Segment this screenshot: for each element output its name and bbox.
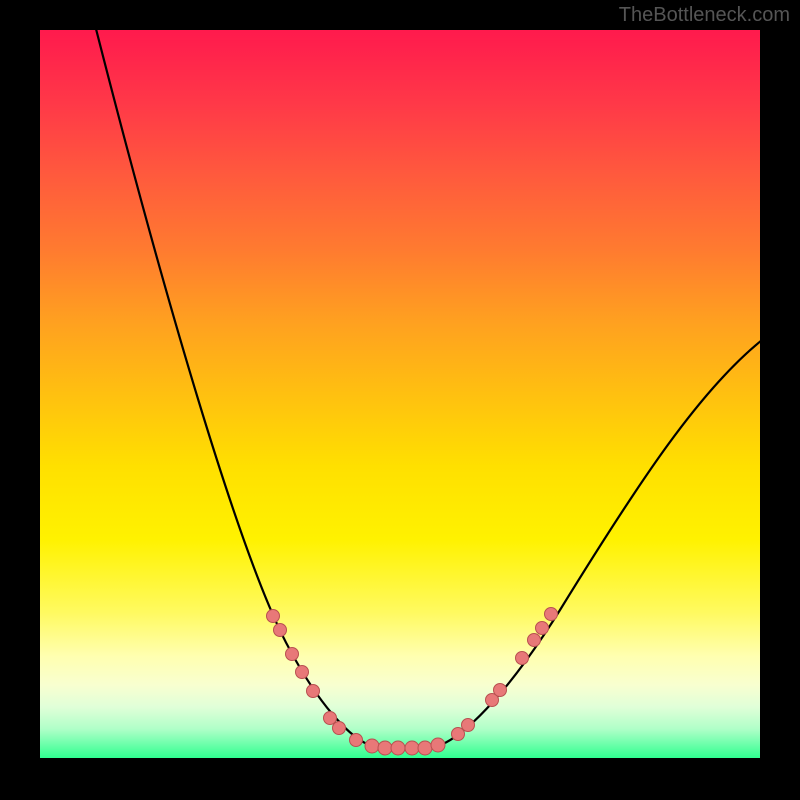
data-marker (418, 741, 432, 755)
data-marker (391, 741, 405, 755)
data-marker (405, 741, 419, 755)
data-marker (350, 734, 363, 747)
data-marker (494, 684, 507, 697)
markers-group (267, 608, 558, 756)
data-marker (528, 634, 541, 647)
data-marker (452, 728, 465, 741)
data-marker (462, 719, 475, 732)
data-marker (296, 666, 309, 679)
data-marker (267, 610, 280, 623)
curve-right (445, 340, 760, 743)
curve-group (95, 30, 760, 748)
data-marker (274, 624, 287, 637)
data-marker (516, 652, 529, 665)
data-marker (536, 622, 549, 635)
data-marker (545, 608, 558, 621)
data-marker (324, 712, 337, 725)
data-marker (365, 739, 379, 753)
plot-area (40, 30, 760, 758)
curve-left (95, 30, 365, 743)
data-marker (307, 685, 320, 698)
chart-svg (40, 30, 760, 758)
watermark-text: TheBottleneck.com (619, 4, 790, 27)
data-marker (286, 648, 299, 661)
data-marker (333, 722, 346, 735)
data-marker (431, 738, 445, 752)
data-marker (378, 741, 392, 755)
